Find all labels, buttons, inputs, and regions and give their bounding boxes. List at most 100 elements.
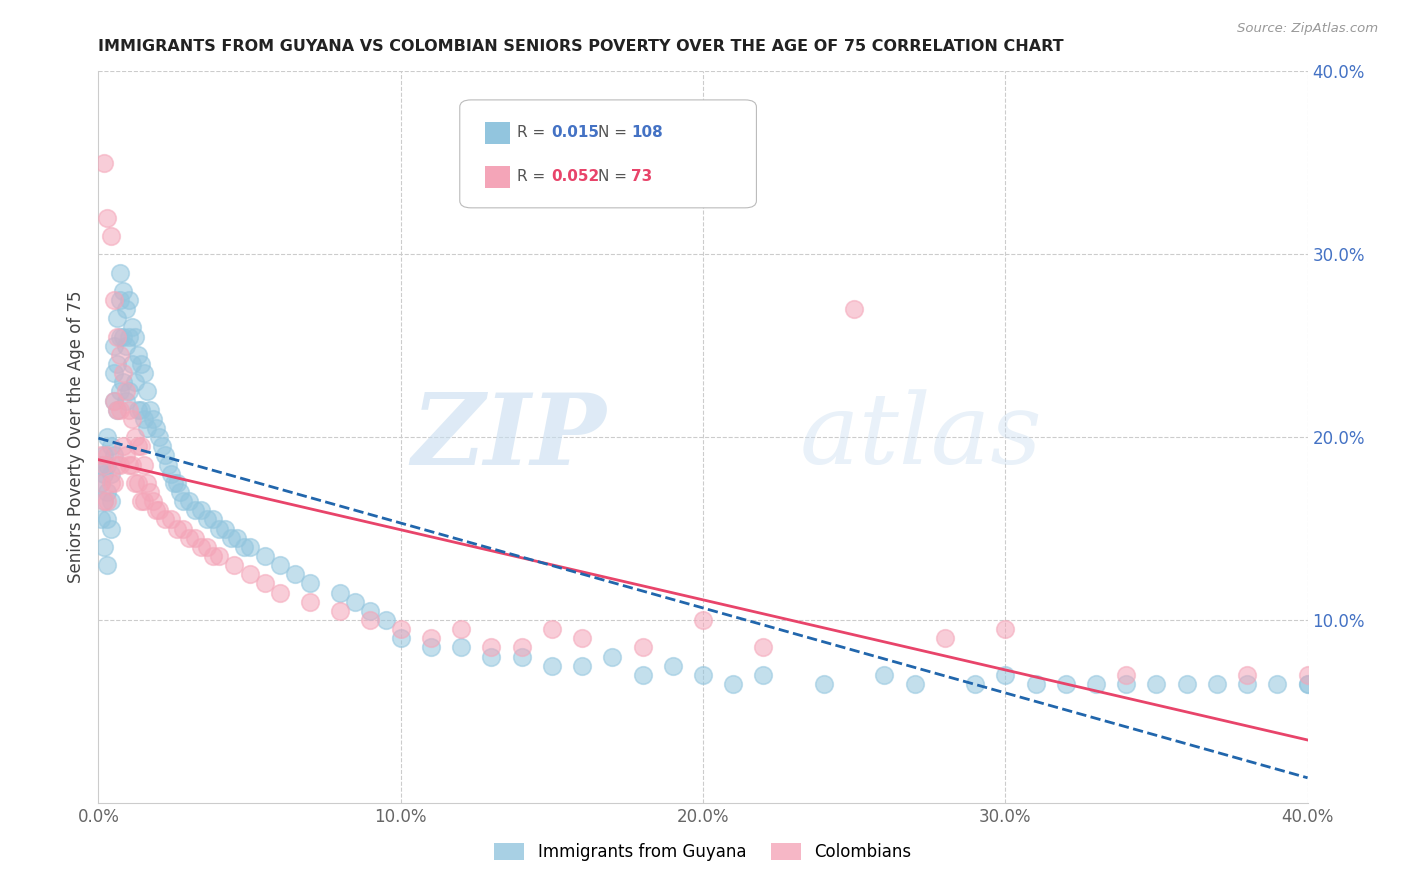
Point	[121, 357, 143, 371]
Point	[114, 338, 136, 352]
Point	[360, 613, 382, 627]
Point	[90, 475, 112, 490]
Point	[179, 494, 201, 508]
Point	[540, 658, 562, 673]
Point	[510, 649, 533, 664]
Point	[100, 475, 122, 490]
Point	[994, 622, 1017, 636]
Point	[179, 531, 201, 545]
Point	[118, 384, 141, 399]
Point	[153, 512, 176, 526]
Text: atlas: atlas	[800, 390, 1042, 484]
Point	[121, 412, 143, 426]
Point	[163, 475, 186, 490]
Point	[103, 293, 125, 307]
Point	[169, 485, 191, 500]
Point	[90, 475, 112, 490]
Point	[124, 329, 146, 343]
Point	[195, 540, 218, 554]
Point	[96, 458, 118, 472]
Point	[118, 293, 141, 307]
Text: N =: N =	[598, 169, 631, 184]
Point	[813, 677, 835, 691]
Point	[90, 448, 112, 462]
Point	[284, 567, 307, 582]
Point	[389, 622, 412, 636]
Point	[118, 329, 141, 343]
Point	[96, 448, 118, 462]
Text: Source: ZipAtlas.com: Source: ZipAtlas.com	[1237, 22, 1378, 36]
Point	[1236, 677, 1258, 691]
Point	[873, 667, 896, 681]
Point	[360, 604, 382, 618]
Point	[1024, 677, 1046, 691]
Point	[105, 357, 128, 371]
Point	[208, 549, 231, 563]
Point	[121, 458, 143, 472]
Point	[108, 384, 131, 399]
Point	[253, 576, 276, 591]
Text: 108: 108	[631, 125, 664, 140]
Point	[139, 402, 162, 417]
Point	[124, 375, 146, 389]
Point	[232, 540, 254, 554]
Point	[631, 667, 654, 681]
Point	[114, 448, 136, 462]
Point	[114, 301, 136, 317]
Point	[127, 439, 149, 453]
Point	[148, 503, 170, 517]
Point	[118, 402, 141, 417]
Point	[108, 329, 131, 343]
Point	[329, 585, 352, 599]
Text: 0.015: 0.015	[551, 125, 599, 140]
Point	[118, 458, 141, 472]
Point	[111, 284, 134, 298]
Point	[108, 458, 131, 472]
Point	[100, 521, 122, 535]
Point	[904, 677, 927, 691]
Point	[105, 329, 128, 343]
Point	[103, 475, 125, 490]
Point	[111, 329, 134, 343]
Point	[172, 494, 194, 508]
Point	[269, 558, 291, 573]
Point	[190, 503, 212, 517]
Point	[139, 485, 162, 500]
Point	[1296, 677, 1319, 691]
Point	[93, 458, 115, 472]
Point	[481, 640, 503, 655]
Point	[96, 211, 118, 225]
Point	[135, 384, 157, 399]
Point	[127, 348, 149, 362]
Point	[329, 604, 352, 618]
Point	[114, 393, 136, 408]
Point	[166, 475, 188, 490]
Point	[145, 421, 167, 435]
Point	[1296, 667, 1319, 681]
Point	[103, 448, 125, 462]
Point	[661, 658, 683, 673]
Point	[389, 632, 412, 646]
Point	[124, 475, 146, 490]
Point	[105, 458, 128, 472]
Point	[965, 677, 987, 691]
Point	[571, 658, 593, 673]
Point	[93, 494, 115, 508]
Point	[571, 632, 593, 646]
Point	[132, 366, 155, 380]
Point	[374, 613, 396, 627]
Point	[96, 485, 118, 500]
Point	[299, 594, 322, 608]
Text: ZIP: ZIP	[412, 389, 606, 485]
Point	[723, 677, 745, 691]
Point	[103, 393, 125, 408]
Point	[166, 521, 188, 535]
Point	[132, 494, 155, 508]
Point	[172, 521, 194, 535]
Point	[510, 640, 533, 655]
Point	[108, 266, 131, 280]
Point	[934, 632, 956, 646]
Point	[129, 494, 152, 508]
Point	[540, 622, 562, 636]
Point	[160, 467, 183, 481]
